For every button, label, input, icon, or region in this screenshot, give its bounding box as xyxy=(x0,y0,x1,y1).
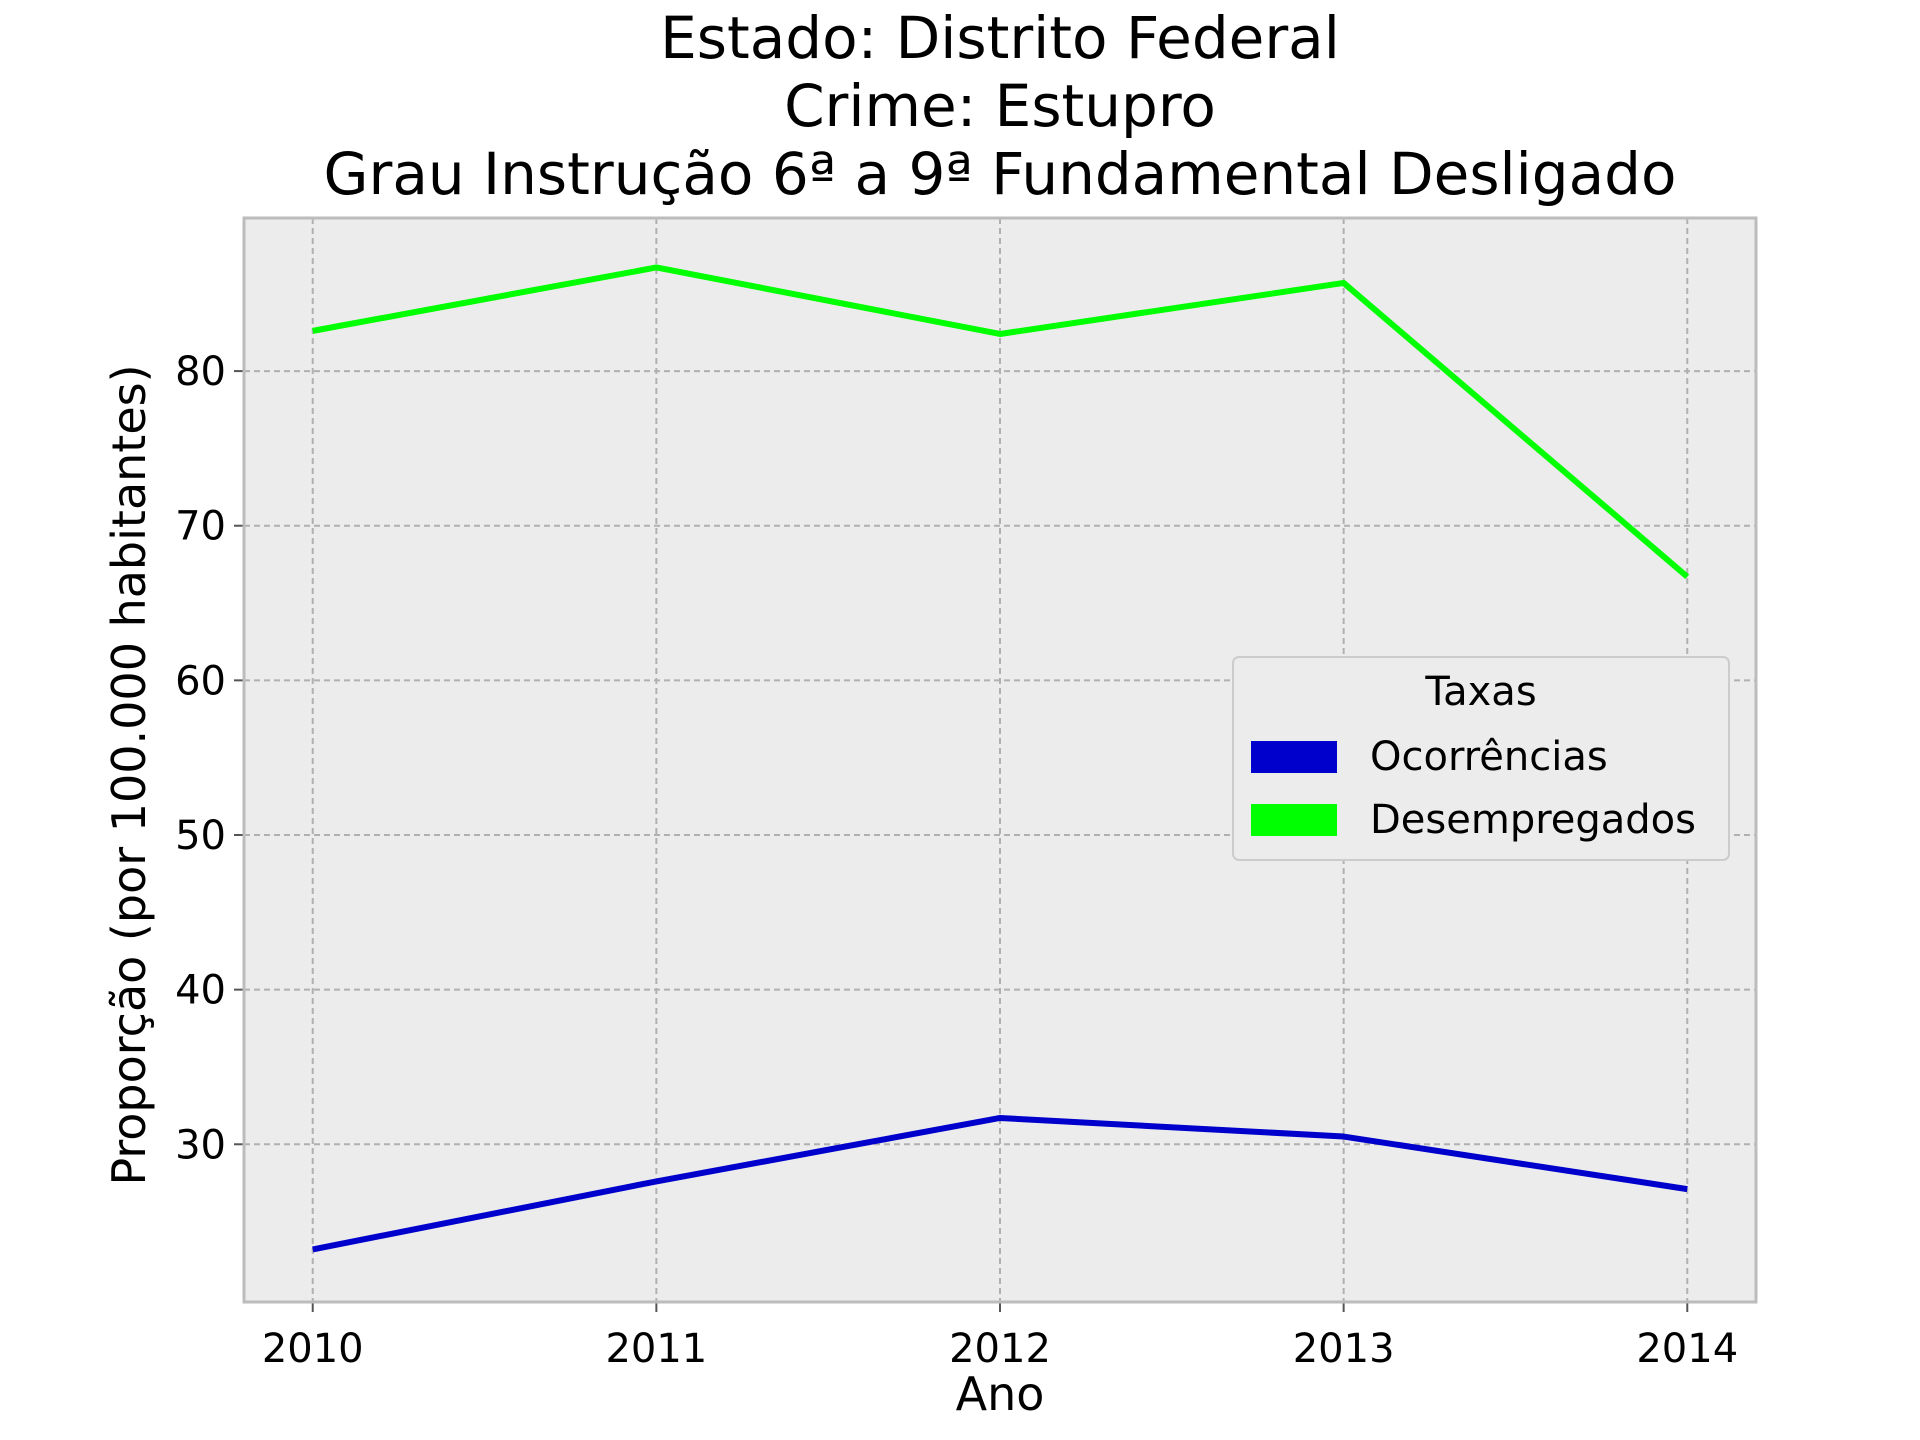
legend-label-ocorrencias: Ocorrências xyxy=(1370,734,1608,780)
y-tick-label-40: 40 xyxy=(175,968,226,1014)
title-line-3: Grau Instrução 6ª a 9ª Fundamental Desli… xyxy=(324,140,1677,208)
legend: Taxas Ocorrências Desempregados xyxy=(1232,656,1730,861)
legend-swatch-ocorrencias xyxy=(1251,741,1337,773)
y-tick-label-80: 80 xyxy=(175,349,226,395)
legend-swatch-desempregados xyxy=(1251,804,1337,836)
x-axis-label: Ano xyxy=(956,1367,1045,1421)
x-axis-ticks: 2010 2011 2012 2013 2014 xyxy=(262,1302,1738,1372)
y-tick-label-30: 30 xyxy=(175,1122,226,1168)
y-tick-label-50: 50 xyxy=(175,813,226,859)
title-line-2: Crime: Estupro xyxy=(784,72,1216,140)
y-tick-label-70: 70 xyxy=(175,504,226,550)
legend-title: Taxas xyxy=(1424,669,1536,715)
y-tick-label-60: 60 xyxy=(175,658,226,704)
y-axis-ticks: 30 40 50 60 70 80 xyxy=(175,349,244,1168)
plot-frame xyxy=(242,216,1758,1304)
x-tick-label-2011: 2011 xyxy=(605,1326,707,1372)
x-tick-label-2014: 2014 xyxy=(1636,1326,1738,1372)
chart-title: Estado: Distrito Federal Crime: Estupro … xyxy=(324,4,1677,208)
x-tick-label-2013: 2013 xyxy=(1293,1326,1395,1372)
x-tick-label-2012: 2012 xyxy=(949,1326,1051,1372)
legend-box xyxy=(1232,656,1730,861)
x-tick-label-2010: 2010 xyxy=(262,1326,364,1372)
series-lines xyxy=(312,264,1690,1253)
legend-label-desempregados: Desempregados xyxy=(1370,797,1696,843)
title-line-1: Estado: Distrito Federal xyxy=(660,4,1340,72)
y-axis-label: Proporção (por 100.000 habitantes) xyxy=(102,364,156,1185)
